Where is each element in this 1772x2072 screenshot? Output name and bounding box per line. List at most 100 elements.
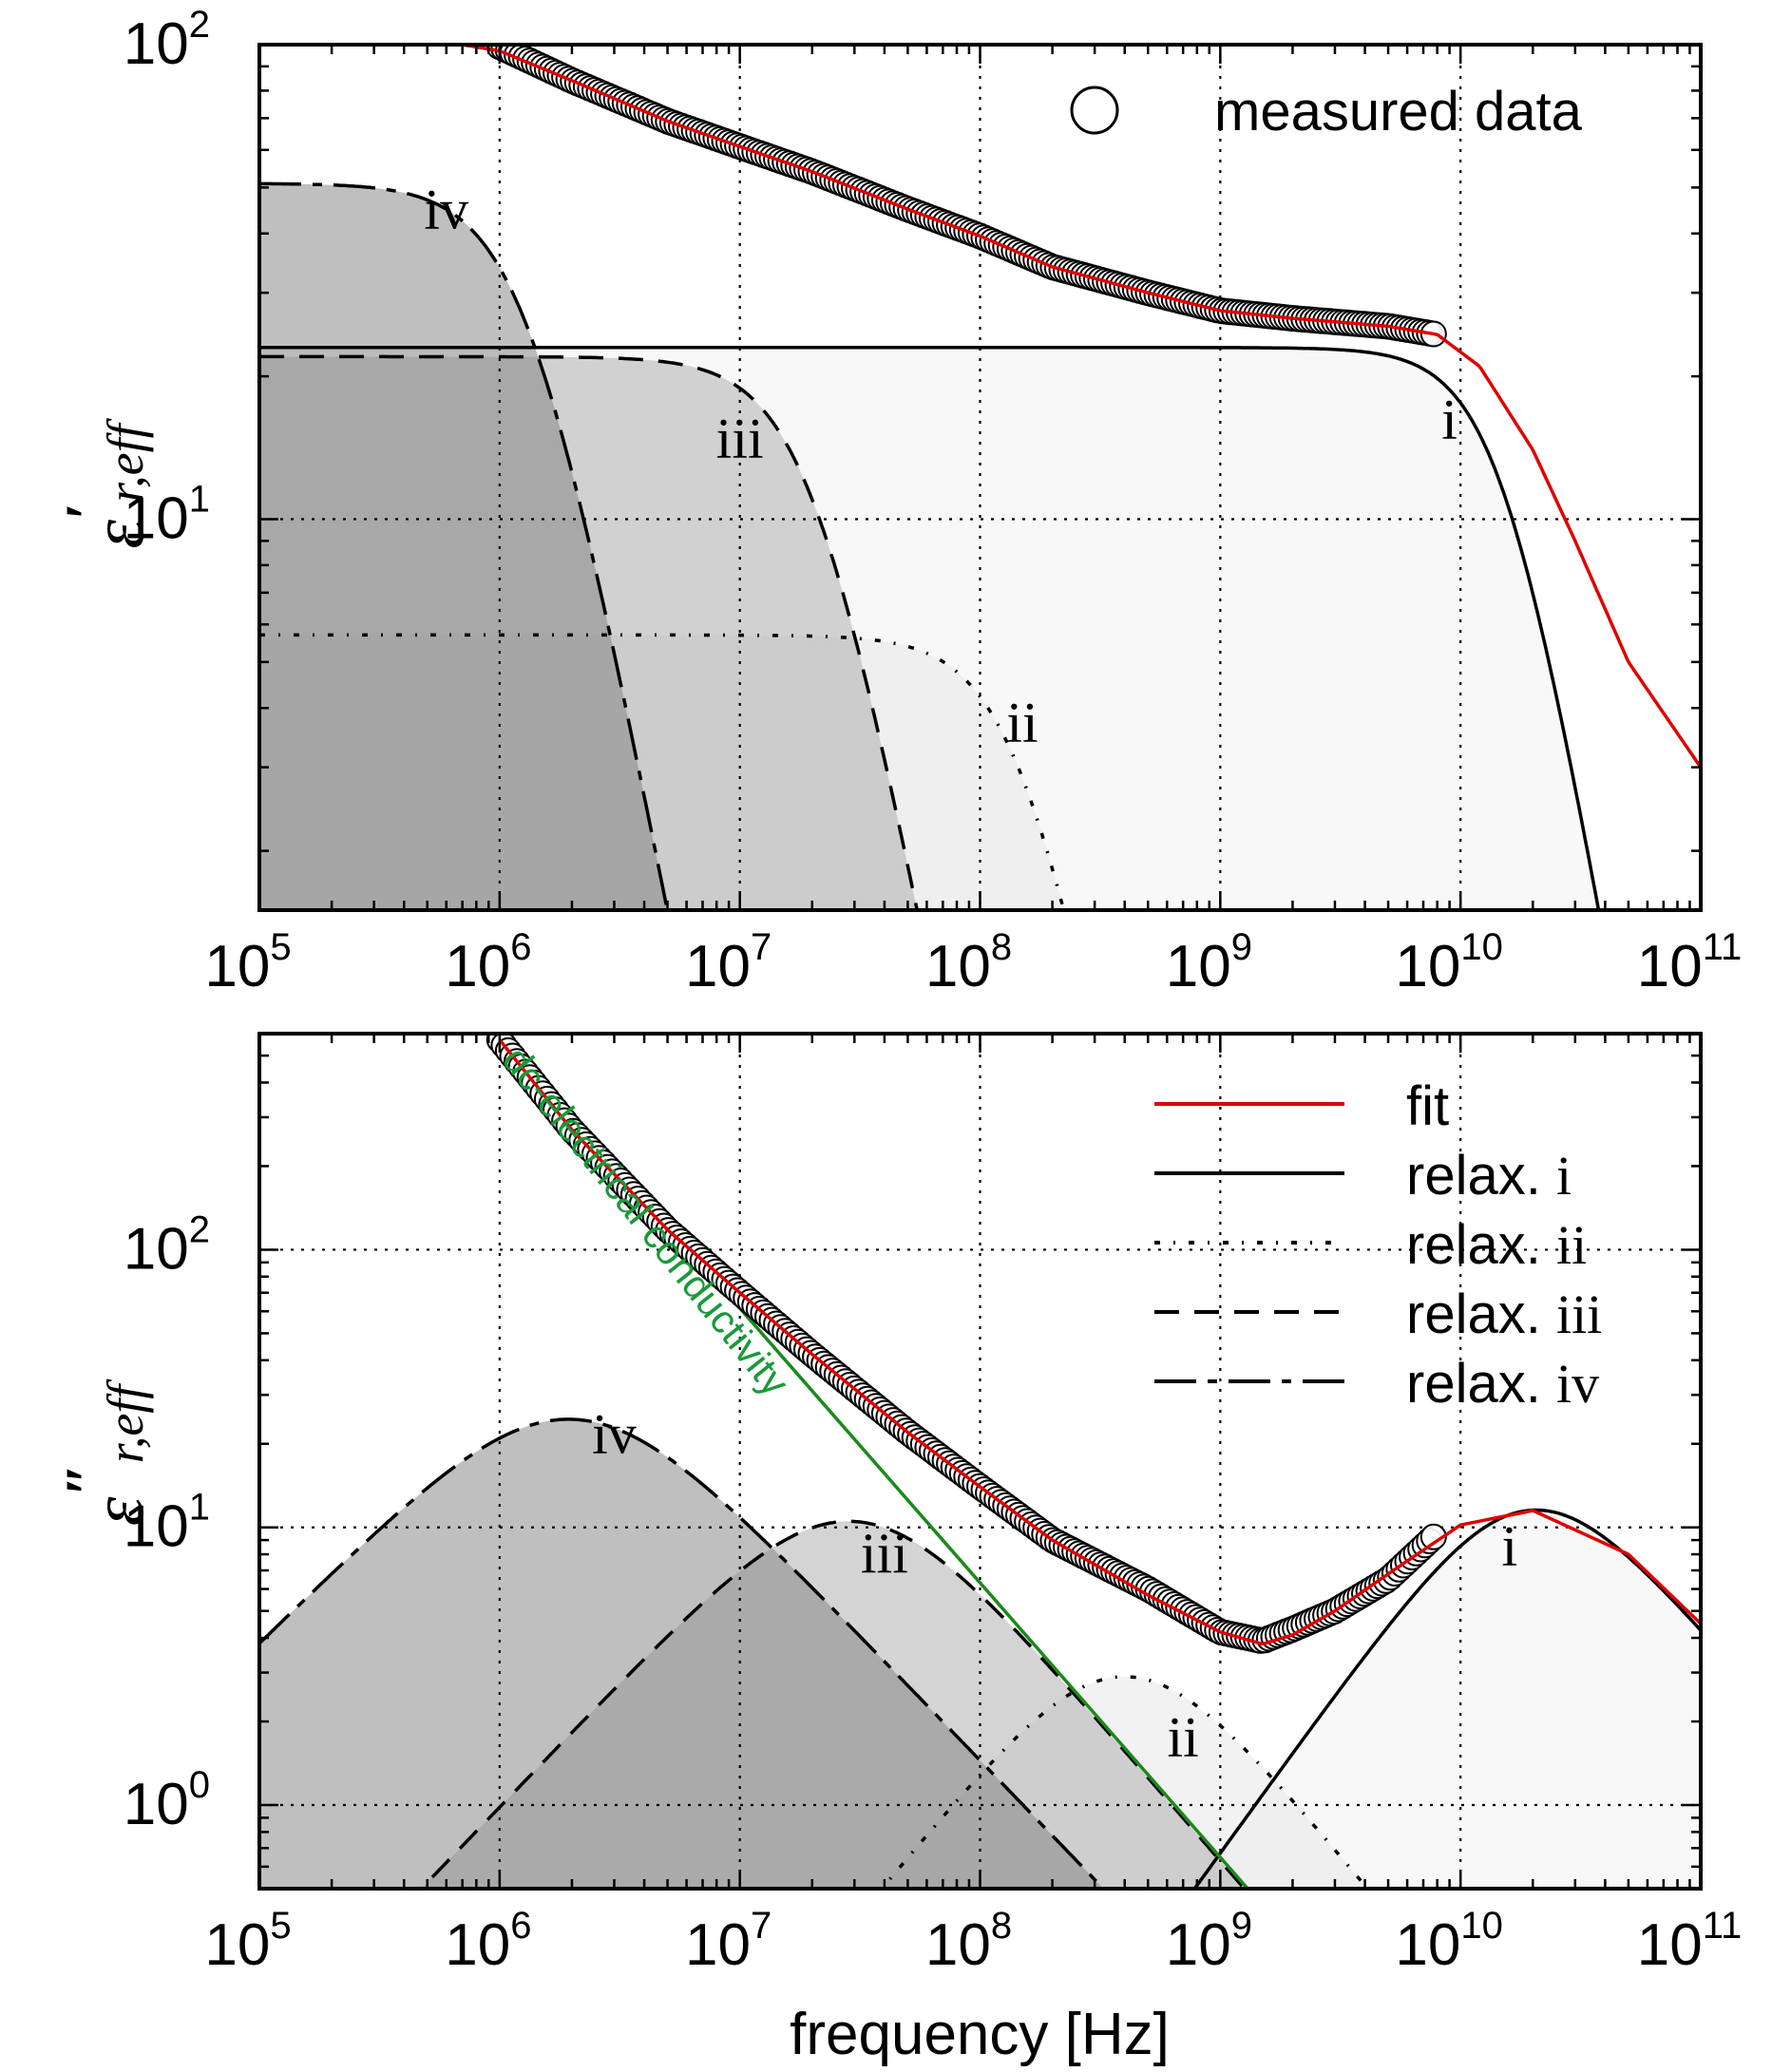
y-tick-label-base: 10 (124, 1216, 189, 1282)
y-tick-label: 101 (124, 1487, 210, 1560)
legend-label-roman: i (1556, 1145, 1572, 1207)
y-tick-label: 102 (124, 4, 210, 77)
bottom-y-axis-title: ε″r,eff (52, 1378, 159, 1527)
x-tick-label-base: 10 (204, 1912, 270, 1978)
top-fit-line (462, 45, 1701, 767)
legend-label: relax. iv (1406, 1353, 1599, 1415)
legend-label: fit (1406, 1075, 1449, 1137)
relaxation-label: iii (861, 1522, 908, 1585)
top-y-axis-subscript: r,eff (97, 417, 154, 503)
top-y-axis-symbol: ε (76, 520, 159, 549)
x-tick-label-exp: 7 (751, 926, 772, 968)
curve-relax-iii (259, 354, 920, 910)
x-tick-label-base: 10 (204, 934, 270, 999)
bottom-y-axis-title-text: ε″r,eff (52, 1378, 159, 1527)
y-tick-label-exp: 1 (189, 1487, 210, 1529)
legend-label: relax. iii (1406, 1283, 1602, 1345)
x-tick-label-exp: 11 (1703, 926, 1743, 968)
top-legend: measured data (1070, 81, 1583, 143)
y-tick-label: 102 (124, 1208, 210, 1282)
x-tick-label-base: 10 (1637, 1912, 1703, 1978)
x-tick-label-base: 10 (685, 934, 751, 999)
x-tick-label-exp: 10 (1460, 1905, 1503, 1947)
x-tick-label: 109 (1166, 926, 1252, 999)
legend-label: relax. ii (1406, 1214, 1587, 1276)
bottom-ticks (257, 1032, 1703, 1891)
bottom-fit-line (498, 1038, 1701, 1645)
x-tick-label-base: 10 (445, 1912, 510, 1978)
legend-label-text: relax. (1406, 1214, 1556, 1276)
x-tick-label: 1010 (1395, 926, 1502, 999)
x-tick-label: 108 (925, 926, 1012, 999)
x-tick-label-base: 10 (1395, 934, 1460, 999)
top-measured-markers (486, 45, 1447, 348)
legend-marker-open-circle (1070, 86, 1119, 135)
relaxation-label: iii (716, 407, 764, 469)
legend-label: relax. i (1406, 1145, 1572, 1207)
x-tick-label-exp: 6 (510, 1905, 531, 1947)
top-relaxation-curves (259, 181, 1601, 910)
x-tick-label-base: 10 (925, 934, 991, 999)
x-tick-label: 106 (445, 926, 531, 999)
legend-label-text: fit (1406, 1075, 1449, 1137)
relaxation-label: i (1501, 1515, 1517, 1578)
x-tick-label-base: 10 (1166, 1912, 1231, 1978)
data-point (1420, 1523, 1447, 1550)
fit-line (462, 45, 1701, 767)
dc-conductivity-label: dc-electrical conductivity (494, 1037, 798, 1403)
x-tick-label: 107 (685, 1905, 772, 1978)
x-tick-label: 106 (445, 1905, 531, 1978)
relaxation-label: i (1441, 388, 1458, 450)
top-grid (259, 45, 1701, 910)
x-tick-label: 1011 (1637, 1905, 1743, 1978)
x-tick-label-exp: 5 (270, 926, 291, 968)
x-tick-label-exp: 7 (751, 1905, 772, 1947)
y-tick-label: 101 (124, 478, 210, 551)
y-tick-label-exp: 0 (189, 1764, 210, 1806)
x-tick-label-exp: 8 (991, 1905, 1012, 1947)
y-tick-label: 100 (124, 1764, 210, 1837)
curve-relax-ii (259, 633, 1066, 910)
bottom-x-tick-labels: 105 106 107 108 109 1010 1011 (204, 1905, 1742, 1978)
top-x-tick-labels: 105 106 107 108 109 1010 1011 (204, 926, 1742, 999)
y-tick-label-exp: 1 (189, 478, 210, 520)
curve-relax-iii (418, 1519, 1247, 1889)
curve-relax-ii (879, 1675, 1370, 1889)
x-tick-label-exp: 11 (1703, 1905, 1743, 1947)
bottom-relaxation-curves (259, 1417, 1701, 1889)
x-tick-label-exp: 6 (510, 926, 531, 968)
legend-label-roman: ii (1556, 1214, 1587, 1276)
fill-relax-iv (259, 183, 1701, 910)
x-tick-label-base: 10 (445, 934, 510, 999)
legend-label-text: relax. (1406, 1283, 1556, 1345)
legend-label-roman: iv (1556, 1353, 1599, 1415)
relaxation-label: iv (592, 1403, 637, 1466)
legend-label-roman: iii (1556, 1283, 1602, 1345)
x-tick-label: 1010 (1395, 1905, 1502, 1978)
x-tick-label-exp: 9 (1231, 926, 1252, 968)
x-tick-label-base: 10 (1166, 934, 1231, 999)
top-y-axis-title: ε′r,eff (52, 417, 159, 548)
curve-relax-i (1192, 1508, 1701, 1889)
y-tick-label-base: 10 (124, 11, 189, 77)
x-tick-label: 1011 (1637, 926, 1743, 999)
legend-measured-data-label: measured data (1214, 81, 1583, 143)
x-tick-label-exp: 5 (270, 1905, 291, 1947)
fit-line (498, 1038, 1701, 1645)
top-y-axis-prime: ′ (52, 503, 120, 520)
fill-relax-iv (259, 1418, 1701, 1889)
bottom-y-axis-subscript: r,eff (97, 1378, 154, 1464)
bottom-y-axis-symbol: ε (76, 1496, 159, 1526)
top-y-axis-title-text: ε′r,eff (52, 417, 159, 548)
x-tick-label-base: 10 (1637, 934, 1703, 999)
y-tick-label-exp: 2 (189, 4, 210, 46)
relaxation-label: ii (1006, 691, 1038, 753)
x-tick-label: 107 (685, 926, 772, 999)
x-tick-label-exp: 8 (991, 926, 1012, 968)
